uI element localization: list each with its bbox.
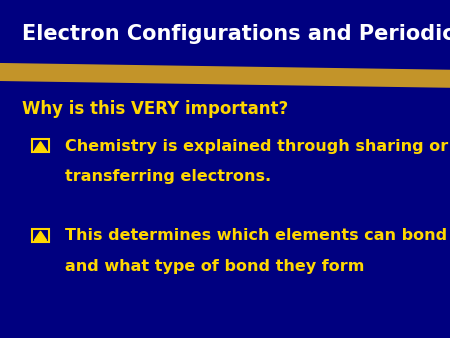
Text: and what type of bond they form: and what type of bond they form [65,259,364,273]
Text: This determines which elements can bond: This determines which elements can bond [65,228,447,243]
Text: Electron Configurations and Periodicity.: Electron Configurations and Periodicity. [22,24,450,44]
Text: Chemistry is explained through sharing or: Chemistry is explained through sharing o… [65,139,449,153]
Text: transferring electrons.: transferring electrons. [65,169,271,184]
Polygon shape [34,142,47,151]
Text: Why is this VERY important?: Why is this VERY important? [22,100,289,118]
Polygon shape [34,231,47,240]
